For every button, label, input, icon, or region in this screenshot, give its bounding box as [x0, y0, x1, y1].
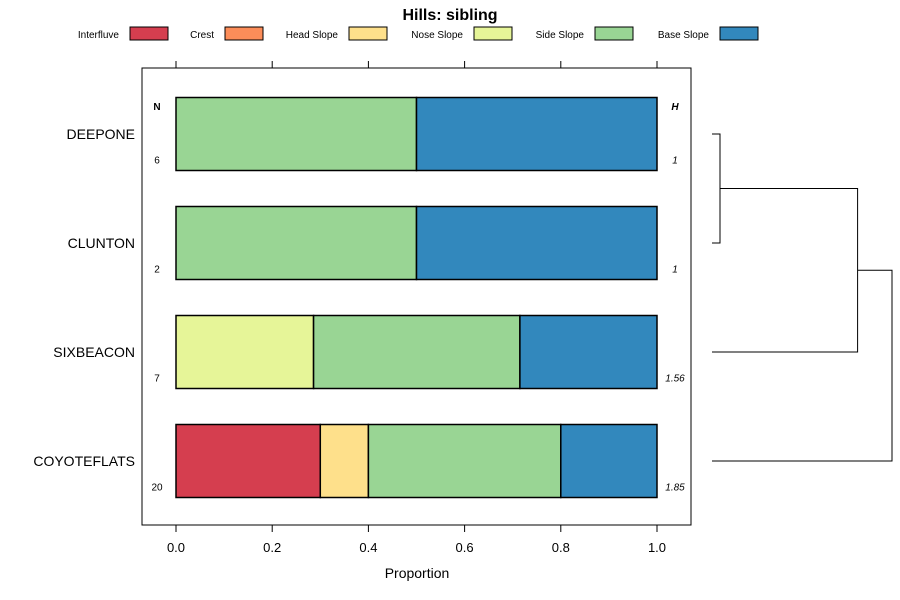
h-value-coyoteflats: 1.85: [665, 483, 685, 494]
bar-row-clunton: CLUNTON 2 1: [68, 205, 678, 281]
bar-row-sixbeacon: SIXBEACON 7 1.56: [53, 314, 685, 390]
n-value-clunton: 2: [154, 265, 160, 276]
x-axis: 0.0 0.2 0.4 0.6 0.8 1.0: [167, 525, 666, 555]
bars: DEEPONE 6 1 CLUNTON 2 1 SIXBEACON 7 1.56 COYOTEFL…: [33, 96, 685, 499]
dendrogram: [712, 133, 893, 462]
bar-row-deepone: DEEPONE 6 1: [67, 96, 678, 172]
x-tick-label-0: 0.0: [167, 540, 185, 555]
bar-segment-deepone-side-slope: [175, 96, 418, 172]
plot-frame: [141, 67, 692, 526]
bar-segment-sixbeacon-nose-slope: [175, 314, 315, 390]
h-value-deepone: 1: [672, 156, 678, 167]
x-tick-label-4: 0.8: [552, 540, 570, 555]
bar-segment-sixbeacon-side-slope: [312, 314, 521, 390]
category-label-sixbeacon: SIXBEACON: [53, 344, 135, 360]
bar-row-coyoteflats: COYOTEFLATS 20 1.85: [33, 423, 685, 499]
legend-swatch-interfluve: [129, 26, 169, 41]
h-header: H: [671, 102, 679, 113]
category-label-deepone: DEEPONE: [67, 126, 135, 142]
category-label-clunton: CLUNTON: [68, 235, 135, 251]
legend-swatch-side-slope: [594, 26, 634, 41]
category-label-coyoteflats: COYOTEFLATS: [33, 453, 135, 469]
bar-segment-deepone-base-slope: [415, 96, 658, 172]
legend-swatch-base-slope: [719, 26, 759, 41]
bar-segment-coyoteflats-side-slope: [367, 423, 562, 499]
legend-label-interfluve: Interfluve: [78, 30, 120, 41]
n-header: N: [153, 102, 160, 113]
legend: Interfluve Crest Head Slope Nose Slope Side …: [78, 26, 759, 41]
bar-segment-coyoteflats-base-slope: [560, 423, 658, 499]
h-value-sixbeacon: 1.56: [665, 374, 685, 385]
dendrogram-link-0: [712, 133, 721, 244]
h-value-clunton: 1: [672, 265, 678, 276]
legend-label-nose-slope: Nose Slope: [411, 30, 463, 41]
bar-segment-sixbeacon-base-slope: [519, 314, 658, 390]
x-tick-label-3: 0.6: [456, 540, 474, 555]
dendrogram-link-2: [712, 269, 893, 462]
x-tick-label-5: 1.0: [648, 540, 666, 555]
bar-segment-clunton-base-slope: [415, 205, 658, 281]
legend-swatch-crest: [224, 26, 264, 41]
x-tick-label-1: 0.2: [263, 540, 281, 555]
bar-segment-coyoteflats-interfluve: [175, 423, 322, 499]
dendrogram-link-1: [712, 188, 859, 353]
n-value-coyoteflats: 20: [151, 483, 163, 494]
n-value-sixbeacon: 7: [154, 374, 160, 385]
legend-swatch-head-slope: [348, 26, 388, 41]
bar-segment-coyoteflats-head-slope: [319, 423, 370, 499]
legend-label-head-slope: Head Slope: [286, 30, 339, 41]
legend-label-crest: Crest: [190, 30, 214, 41]
legend-label-side-slope: Side Slope: [536, 30, 585, 41]
legend-swatch-nose-slope: [473, 26, 513, 41]
top-axis-ticks: [175, 61, 658, 68]
x-tick-label-2: 0.4: [359, 540, 377, 555]
n-value-deepone: 6: [154, 156, 160, 167]
x-axis-label: Proportion: [385, 565, 450, 581]
legend-label-base-slope: Base Slope: [658, 30, 710, 41]
chart-title: Hills: sibling: [402, 7, 497, 24]
bar-segment-clunton-side-slope: [175, 205, 418, 281]
